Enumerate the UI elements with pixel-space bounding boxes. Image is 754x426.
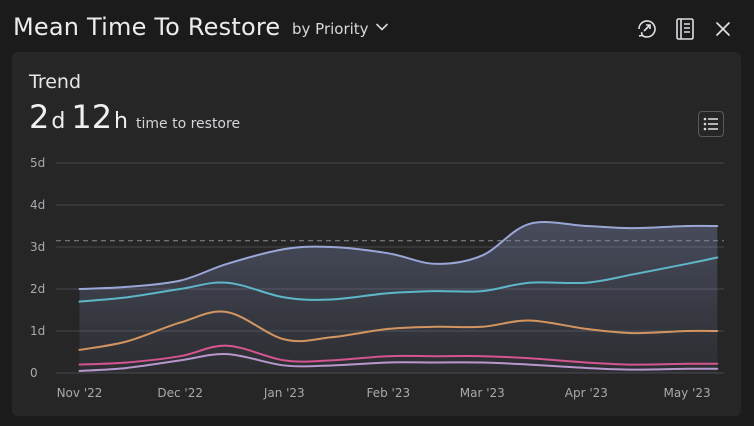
chevron-down-icon	[375, 20, 389, 38]
series-line-3	[78, 310, 719, 351]
trend-label: Trend	[29, 71, 81, 93]
y-tick-label: 0	[30, 366, 38, 380]
list-icon	[703, 117, 718, 131]
restore-history-icon[interactable]	[634, 16, 660, 42]
y-tick-label: 3d	[30, 240, 45, 254]
x-tick-label: Feb '23	[367, 386, 411, 400]
y-tick-label: 5d	[30, 156, 45, 170]
value-days-unit: d	[51, 109, 66, 134]
value-hours-unit: h	[114, 109, 128, 134]
series-area	[79, 222, 718, 373]
header: Mean Time To Restore by Priority	[0, 0, 754, 56]
value-suffix: time to restore	[136, 116, 241, 132]
series-line-2	[78, 256, 719, 303]
series-line-1	[78, 221, 719, 290]
group-by-dropdown[interactable]: by Priority	[292, 20, 389, 38]
value-hours: 12	[71, 98, 113, 136]
mttr-value: 2 d 12 h time to restore	[29, 98, 240, 136]
y-tick-label: 1d	[30, 324, 45, 338]
x-tick-label: Nov '22	[57, 386, 103, 400]
series-line-4	[78, 344, 719, 366]
value-days: 2	[29, 98, 50, 136]
series-line-5	[78, 353, 719, 372]
x-tick-label: May '23	[663, 386, 710, 400]
group-by-label: by Priority	[292, 20, 369, 38]
x-tick-label: Dec '22	[157, 386, 203, 400]
x-tick-label: Apr '23	[565, 386, 608, 400]
page-title: Mean Time To Restore	[13, 13, 281, 41]
y-tick-label: 4d	[30, 198, 45, 212]
close-icon[interactable]	[710, 16, 736, 42]
x-tick-label: Jan '23	[263, 386, 305, 400]
x-tick-label: Mar '23	[460, 386, 505, 400]
legend-toggle-button[interactable]	[698, 111, 724, 137]
book-icon[interactable]	[672, 16, 698, 42]
y-tick-label: 2d	[30, 282, 45, 296]
